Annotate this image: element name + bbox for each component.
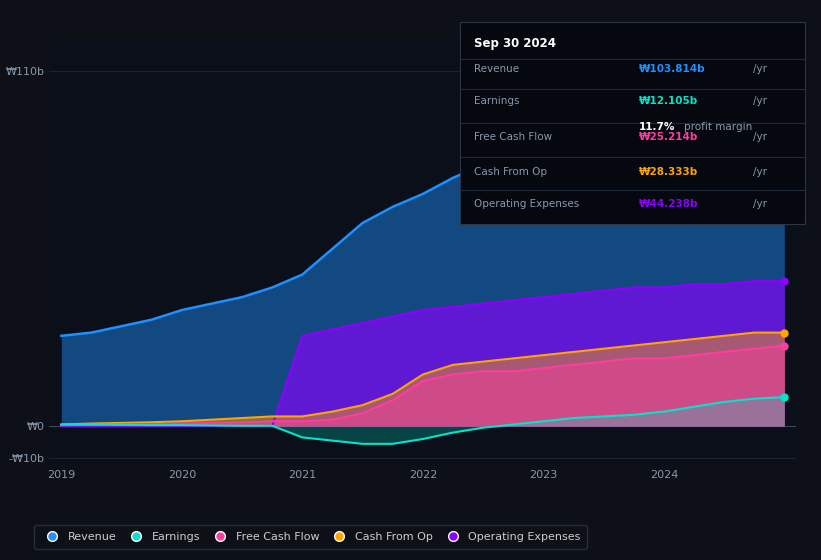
Text: ₩28.333b: ₩28.333b: [639, 166, 699, 176]
Text: 11.7%: 11.7%: [639, 122, 676, 132]
Text: Operating Expenses: Operating Expenses: [474, 199, 579, 209]
Text: ₩103.814b: ₩103.814b: [639, 64, 706, 74]
Text: ₩12.105b: ₩12.105b: [639, 96, 699, 106]
Text: Free Cash Flow: Free Cash Flow: [474, 132, 552, 142]
Text: Revenue: Revenue: [474, 64, 519, 74]
Text: /yr: /yr: [753, 64, 767, 74]
Text: /yr: /yr: [753, 96, 767, 106]
Text: Earnings: Earnings: [474, 96, 519, 106]
Text: ₩25.214b: ₩25.214b: [639, 132, 699, 142]
Text: /yr: /yr: [753, 132, 767, 142]
Text: Cash From Op: Cash From Op: [474, 166, 547, 176]
Text: /yr: /yr: [753, 199, 767, 209]
Legend: Revenue, Earnings, Free Cash Flow, Cash From Op, Operating Expenses: Revenue, Earnings, Free Cash Flow, Cash …: [34, 525, 587, 549]
Text: Sep 30 2024: Sep 30 2024: [474, 36, 556, 49]
Text: /yr: /yr: [753, 166, 767, 176]
Text: profit margin: profit margin: [684, 122, 752, 132]
Text: ₩44.238b: ₩44.238b: [639, 199, 699, 209]
